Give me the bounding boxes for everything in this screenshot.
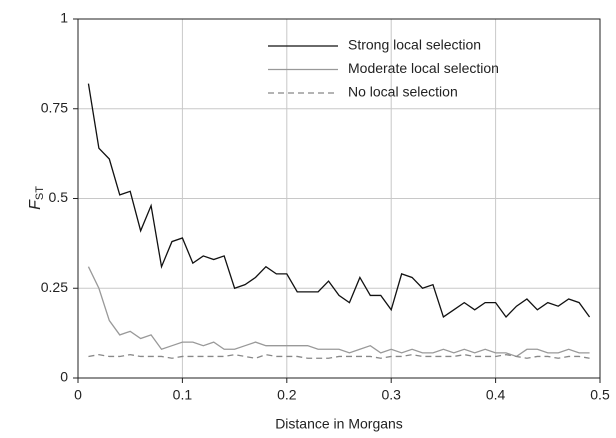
- y-tick-label: 0: [60, 369, 68, 385]
- series-line: [88, 353, 590, 359]
- y-tick-label: 0.5: [49, 189, 69, 205]
- x-tick-label: 0: [74, 387, 82, 403]
- y-tick-label: 0.25: [41, 279, 68, 295]
- legend-label: Strong local selection: [348, 37, 481, 53]
- x-tick-label: 0.1: [173, 387, 193, 403]
- series-line: [87, 83, 591, 318]
- x-tick-label: 0.4: [486, 387, 506, 403]
- x-tick-label: 0.3: [381, 387, 401, 403]
- plot-frame: [77, 18, 601, 379]
- y-axis-label: FST: [27, 186, 46, 210]
- y-axis-label-main: F: [27, 199, 44, 210]
- y-tick-label: 1: [60, 10, 68, 26]
- series-line: [87, 266, 590, 358]
- y-axis-label-subscript: ST: [34, 186, 46, 200]
- x-axis-label: Distance in Morgans: [275, 416, 403, 432]
- legend-label: Moderate local selection: [348, 60, 499, 76]
- y-tick-label: 0.75: [41, 99, 68, 115]
- legend-label: No local selection: [348, 84, 458, 100]
- x-tick-label: 0.5: [590, 387, 610, 403]
- x-tick-label: 0.2: [277, 387, 297, 403]
